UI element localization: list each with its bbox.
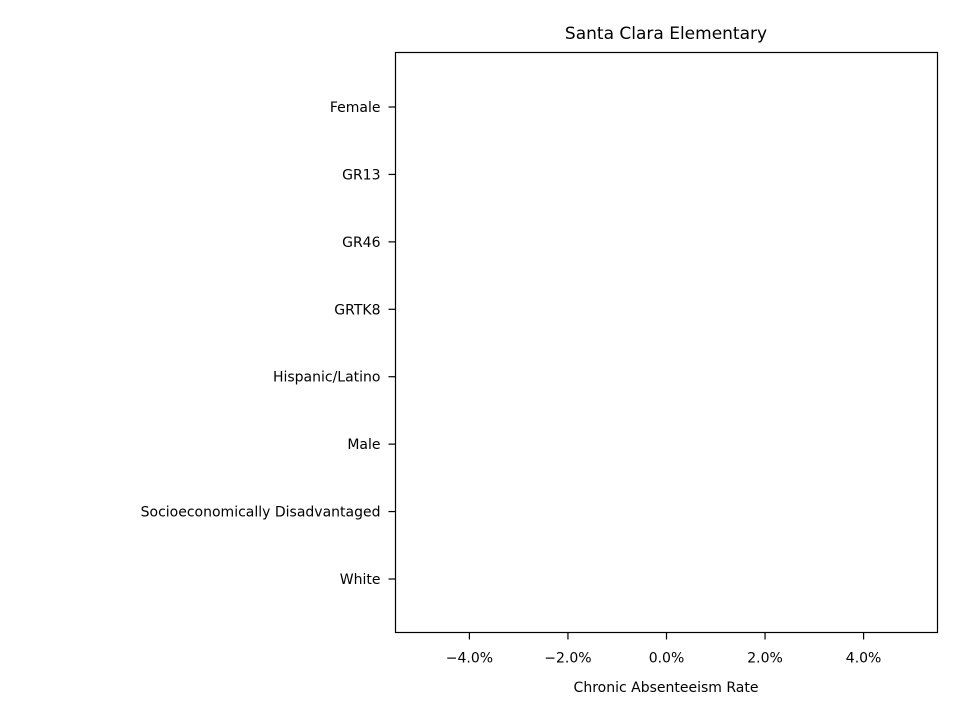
y-tick-label: Socioeconomically Disadvantaged xyxy=(141,505,381,521)
y-tick-label: Hispanic/Latino xyxy=(273,370,381,386)
x-tick-label: 4.0% xyxy=(846,651,882,667)
y-tick-label: GRTK8 xyxy=(334,302,380,318)
x-tick-label: 2.0% xyxy=(747,651,783,667)
x-tick-label: 0.0% xyxy=(649,651,685,667)
x-tick-label: −4.0% xyxy=(446,651,493,667)
x-axis-title: Chronic Absenteeism Rate xyxy=(574,680,759,696)
x-axis-ticks: −4.0% −2.0% 0.0% 2.0% 4.0% xyxy=(446,632,882,667)
y-tick-label: Female xyxy=(330,100,381,116)
y-tick-label: White xyxy=(340,572,381,588)
y-tick-label: GR13 xyxy=(342,167,380,183)
y-tick-label: Male xyxy=(347,437,380,453)
x-tick-label: −2.0% xyxy=(544,651,591,667)
y-axis-ticks: Female GR13 GR46 GRTK8 Hispanic/Latino Male So… xyxy=(141,100,396,588)
chart-title: Santa Clara Elementary xyxy=(565,24,767,44)
y-tick-label: GR46 xyxy=(342,235,380,251)
